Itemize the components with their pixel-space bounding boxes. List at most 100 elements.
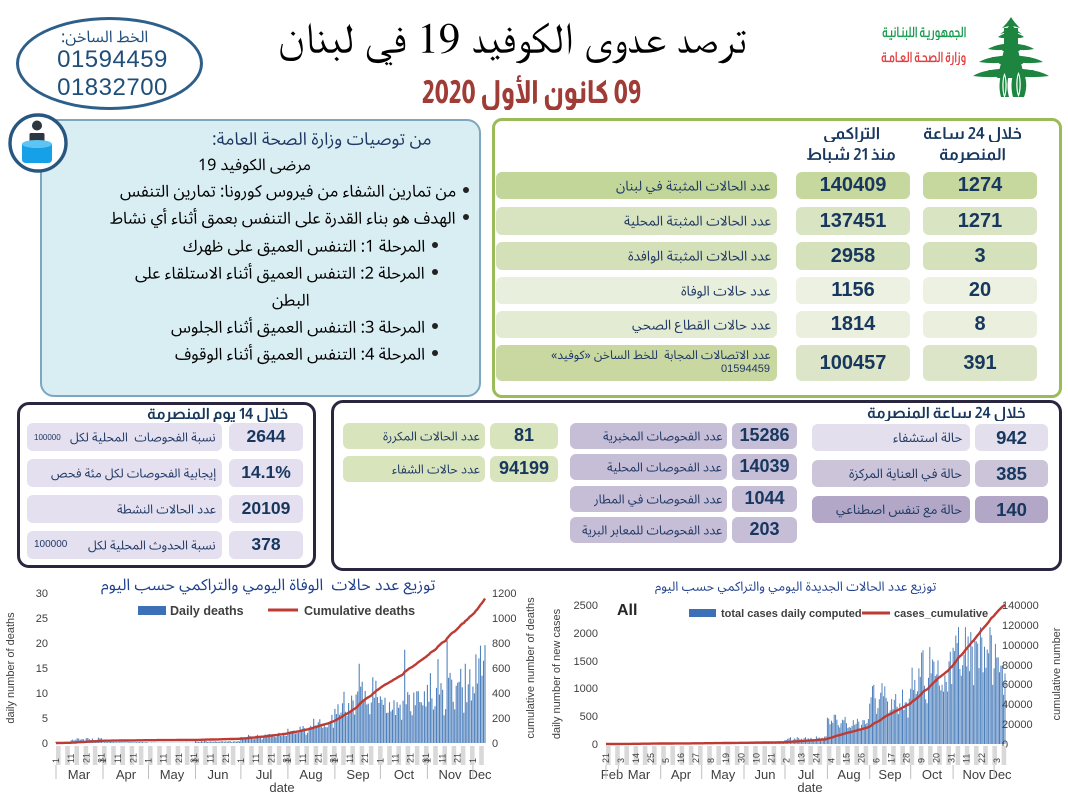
- svg-text:5: 5: [42, 713, 48, 725]
- svg-text:0: 0: [42, 738, 48, 750]
- svg-text:120000: 120000: [1002, 620, 1039, 632]
- svg-text:1200: 1200: [492, 588, 516, 600]
- svg-text:1500: 1500: [574, 656, 598, 668]
- svg-text:11: 11: [438, 754, 448, 763]
- svg-text:16: 16: [676, 753, 686, 763]
- svg-text:Jul: Jul: [256, 767, 273, 782]
- svg-text:Dec: Dec: [468, 767, 492, 782]
- svg-text:cumulative number of deaths: cumulative number of deaths: [525, 597, 537, 739]
- svg-text:500: 500: [580, 711, 598, 723]
- svg-text:14: 14: [631, 753, 641, 763]
- svg-text:21: 21: [313, 753, 323, 763]
- svg-text:21: 21: [406, 753, 416, 763]
- svg-text:1: 1: [468, 758, 478, 763]
- svg-text:Jun: Jun: [755, 767, 776, 782]
- svg-text:21: 21: [601, 753, 611, 763]
- svg-text:9: 9: [917, 758, 927, 763]
- svg-text:30: 30: [736, 753, 746, 763]
- svg-text:21: 21: [453, 753, 463, 763]
- svg-text:May: May: [160, 767, 185, 782]
- svg-text:28: 28: [902, 753, 912, 763]
- svg-text:24: 24: [811, 753, 821, 763]
- svg-text:26: 26: [857, 753, 867, 763]
- svg-text:80000: 80000: [1002, 660, 1033, 672]
- svg-text:21: 21: [81, 753, 91, 763]
- svg-text:21: 21: [221, 753, 231, 763]
- svg-text:0: 0: [492, 738, 498, 750]
- svg-text:10: 10: [36, 688, 48, 700]
- svg-text:1: 1: [191, 758, 201, 763]
- svg-text:40000: 40000: [1002, 699, 1033, 711]
- svg-text:60000: 60000: [1002, 679, 1033, 691]
- svg-text:1: 1: [236, 758, 246, 763]
- svg-text:total cases daily computed: total cases daily computed: [721, 608, 862, 620]
- svg-text:cumulative number: cumulative number: [1051, 627, 1063, 720]
- svg-text:3: 3: [992, 758, 1002, 763]
- svg-text:21: 21: [266, 753, 276, 763]
- svg-text:4: 4: [827, 758, 837, 763]
- svg-text:21: 21: [360, 753, 370, 763]
- svg-text:25: 25: [36, 613, 48, 625]
- svg-text:31: 31: [189, 753, 199, 763]
- svg-text:21: 21: [766, 753, 776, 763]
- svg-text:1: 1: [51, 758, 61, 763]
- svg-text:May: May: [711, 767, 736, 782]
- svg-text:Jul: Jul: [798, 767, 815, 782]
- svg-text:Mar: Mar: [628, 767, 651, 782]
- svg-text:11: 11: [251, 754, 261, 763]
- svg-text:600: 600: [492, 663, 510, 675]
- svg-text:Apr: Apr: [116, 767, 137, 782]
- svg-text:Daily deaths: Daily deaths: [170, 604, 244, 618]
- svg-text:11: 11: [345, 754, 355, 763]
- svg-text:17: 17: [887, 753, 897, 763]
- svg-text:Dec: Dec: [988, 767, 1012, 782]
- svg-text:10: 10: [751, 753, 761, 763]
- svg-text:2000: 2000: [574, 628, 598, 640]
- svg-text:20: 20: [36, 638, 48, 650]
- svg-text:11: 11: [66, 754, 76, 763]
- svg-text:Jun: Jun: [208, 767, 229, 782]
- svg-text:1000: 1000: [574, 683, 598, 695]
- svg-text:31: 31: [947, 753, 957, 763]
- svg-text:11: 11: [391, 754, 401, 763]
- svg-text:21: 21: [128, 753, 138, 763]
- svg-text:31: 31: [421, 753, 431, 763]
- svg-text:13: 13: [796, 753, 806, 763]
- svg-text:25: 25: [646, 753, 656, 763]
- svg-text:6: 6: [872, 758, 882, 763]
- svg-text:11: 11: [962, 754, 972, 763]
- svg-text:21: 21: [174, 753, 184, 763]
- svg-text:200: 200: [492, 713, 510, 725]
- svg-text:0: 0: [592, 739, 598, 751]
- svg-text:5: 5: [661, 758, 671, 763]
- svg-text:Sep: Sep: [878, 767, 901, 782]
- svg-text:Mar: Mar: [68, 767, 91, 782]
- svg-text:30: 30: [36, 588, 48, 600]
- svg-text:800: 800: [492, 638, 510, 650]
- svg-text:date: date: [797, 780, 822, 795]
- svg-text:3: 3: [616, 758, 626, 763]
- svg-text:11: 11: [113, 754, 123, 763]
- svg-text:140000: 140000: [1002, 600, 1039, 612]
- svg-text:0: 0: [1002, 739, 1008, 751]
- svg-text:Sep: Sep: [346, 767, 369, 782]
- svg-text:31: 31: [97, 753, 107, 763]
- svg-text:20000: 20000: [1002, 719, 1033, 731]
- svg-text:All: All: [617, 602, 637, 619]
- svg-text:11: 11: [206, 754, 216, 763]
- svg-text:Apr: Apr: [671, 767, 692, 782]
- svg-text:Oct: Oct: [922, 767, 943, 782]
- svg-text:27: 27: [691, 753, 701, 763]
- svg-text:Aug: Aug: [837, 767, 860, 782]
- svg-text:1000: 1000: [492, 613, 516, 625]
- svg-text:22: 22: [977, 753, 987, 763]
- svg-text:Cumulative deaths: Cumulative deaths: [304, 604, 415, 618]
- svg-text:400: 400: [492, 688, 510, 700]
- svg-text:Nov: Nov: [962, 767, 986, 782]
- svg-text:11: 11: [159, 754, 169, 763]
- svg-text:2500: 2500: [574, 600, 598, 612]
- svg-text:1: 1: [422, 758, 432, 763]
- svg-text:daily number of deaths: daily number of deaths: [5, 612, 17, 724]
- svg-text:2: 2: [781, 758, 791, 763]
- svg-text:100000: 100000: [1002, 640, 1039, 652]
